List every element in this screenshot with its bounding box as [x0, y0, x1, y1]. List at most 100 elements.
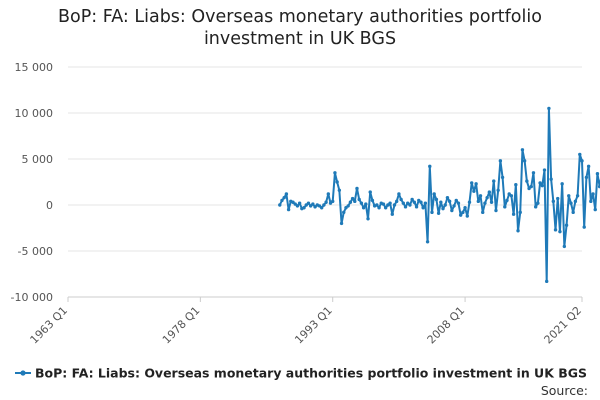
data-point[interactable] — [326, 192, 331, 196]
data-point[interactable] — [419, 200, 423, 204]
data-point[interactable] — [278, 203, 282, 207]
data-point[interactable] — [447, 199, 452, 204]
data-point[interactable] — [542, 168, 547, 172]
data-point[interactable] — [335, 180, 339, 184]
data-point[interactable] — [333, 171, 337, 175]
data-point[interactable] — [302, 206, 306, 210]
data-point[interactable] — [531, 171, 536, 175]
data-point[interactable] — [428, 164, 432, 169]
data-point[interactable] — [390, 212, 394, 216]
data-point[interactable] — [430, 210, 434, 215]
data-point[interactable] — [509, 194, 514, 198]
data-point[interactable] — [593, 207, 597, 212]
data-point[interactable] — [306, 201, 311, 205]
data-point[interactable] — [388, 201, 392, 205]
data-point[interactable] — [337, 188, 342, 192]
data-point[interactable] — [401, 201, 406, 205]
data-point[interactable] — [370, 198, 375, 203]
data-point[interactable] — [368, 190, 372, 194]
data-point[interactable] — [567, 194, 571, 198]
data-point[interactable] — [573, 199, 578, 204]
data-point[interactable] — [383, 206, 388, 210]
data-point[interactable] — [414, 205, 419, 209]
data-point[interactable] — [410, 197, 414, 202]
data-point[interactable] — [408, 203, 412, 207]
data-point[interactable] — [476, 199, 481, 204]
data-point[interactable] — [483, 201, 487, 205]
data-point[interactable] — [357, 197, 361, 202]
data-point[interactable] — [533, 205, 538, 209]
data-point[interactable] — [481, 210, 485, 215]
data-point[interactable] — [516, 229, 520, 233]
data-point[interactable] — [551, 199, 556, 204]
data-point[interactable] — [569, 201, 573, 205]
data-point[interactable] — [454, 198, 458, 203]
data-point[interactable] — [494, 208, 498, 213]
data-point[interactable] — [452, 204, 456, 208]
data-point[interactable] — [377, 206, 381, 210]
data-point[interactable] — [472, 189, 476, 193]
data-point[interactable] — [591, 192, 595, 196]
data-point[interactable] — [522, 159, 527, 163]
data-point[interactable] — [578, 152, 582, 157]
data-point[interactable] — [536, 201, 540, 205]
data-point[interactable] — [463, 206, 467, 210]
data-point[interactable] — [470, 181, 474, 185]
data-point[interactable] — [403, 205, 408, 209]
data-point[interactable] — [584, 175, 589, 180]
data-point[interactable] — [518, 210, 522, 215]
data-point[interactable] — [392, 203, 397, 207]
data-point[interactable] — [487, 190, 492, 194]
data-point[interactable] — [339, 221, 344, 226]
data-point[interactable] — [547, 106, 551, 111]
data-point[interactable] — [562, 244, 567, 249]
data-point[interactable] — [597, 184, 600, 189]
data-point[interactable] — [529, 184, 533, 189]
data-point[interactable] — [342, 210, 346, 215]
data-point[interactable] — [558, 229, 562, 234]
data-point[interactable] — [439, 200, 443, 204]
data-point[interactable] — [556, 196, 560, 201]
data-point[interactable] — [441, 206, 445, 211]
data-point[interactable] — [331, 199, 335, 204]
data-point[interactable] — [350, 196, 355, 201]
data-point[interactable] — [589, 199, 593, 204]
data-point[interactable] — [286, 207, 291, 212]
data-point[interactable] — [465, 214, 469, 218]
data-point[interactable] — [545, 279, 549, 284]
data-point[interactable] — [366, 217, 370, 221]
data-point[interactable] — [355, 186, 359, 191]
data-point[interactable] — [295, 204, 300, 208]
data-point[interactable] — [284, 192, 289, 196]
data-point[interactable] — [434, 197, 439, 202]
data-point[interactable] — [397, 192, 401, 196]
data-point[interactable] — [474, 182, 478, 186]
data-point[interactable] — [450, 208, 454, 213]
data-point[interactable] — [324, 200, 328, 204]
data-point[interactable] — [348, 200, 353, 204]
data-point[interactable] — [560, 182, 564, 186]
data-point[interactable] — [520, 148, 525, 152]
data-point[interactable] — [461, 210, 465, 215]
data-point[interactable] — [399, 197, 403, 202]
data-point[interactable] — [381, 202, 386, 206]
data-point[interactable] — [478, 194, 483, 198]
data-point[interactable] — [421, 206, 425, 210]
data-point[interactable] — [346, 204, 350, 208]
data-point[interactable] — [322, 203, 326, 207]
data-point[interactable] — [489, 200, 494, 204]
data-point[interactable] — [485, 195, 489, 200]
data-point[interactable] — [500, 175, 505, 180]
data-point[interactable] — [511, 212, 516, 216]
data-point[interactable] — [361, 206, 366, 210]
data-point[interactable] — [492, 179, 496, 183]
data-point[interactable] — [395, 199, 399, 204]
data-point[interactable] — [443, 203, 447, 207]
data-point[interactable] — [540, 183, 544, 188]
data-point[interactable] — [525, 179, 529, 183]
data-point[interactable] — [311, 202, 315, 206]
data-point[interactable] — [564, 223, 569, 227]
data-point[interactable] — [514, 183, 518, 187]
data-point[interactable] — [549, 177, 553, 181]
data-point[interactable] — [458, 213, 463, 217]
